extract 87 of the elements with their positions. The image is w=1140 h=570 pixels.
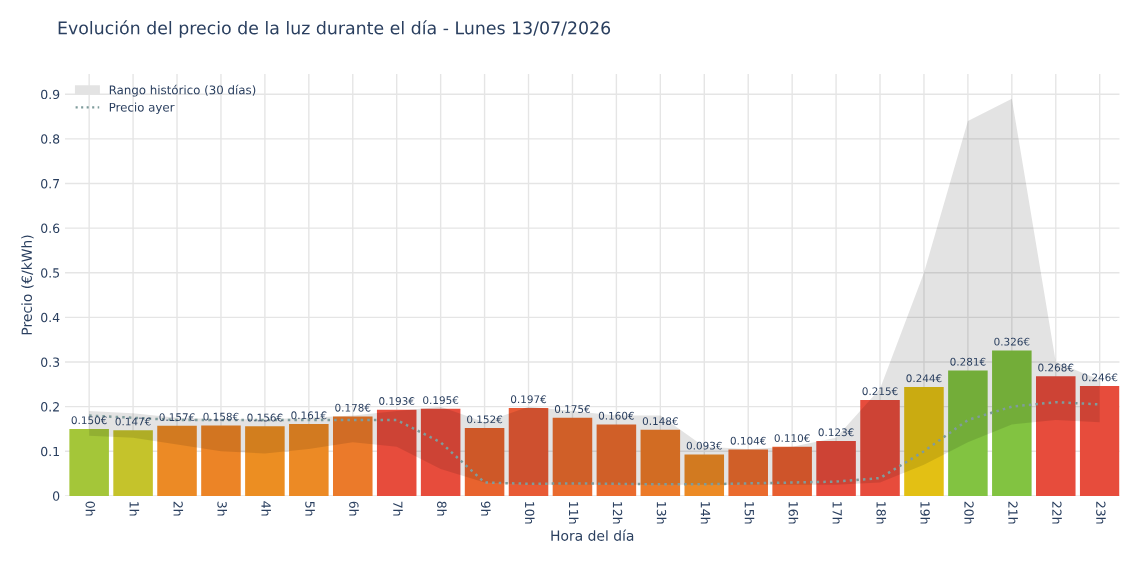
x-tick-label: 3h	[217, 501, 228, 516]
bar	[289, 424, 329, 496]
y-tick-label: 0.7	[41, 178, 60, 189]
x-tick-label: 8h	[437, 501, 447, 516]
data-label: 0.152€	[467, 415, 503, 424]
y-tick-label: 0.1	[41, 446, 59, 457]
data-label: 0.281€	[950, 357, 986, 366]
bar	[376, 409, 417, 496]
x-tick-label: 11h	[569, 502, 579, 524]
bar	[728, 449, 768, 496]
data-label: 0.147€	[115, 417, 151, 426]
x-tick-label: 13h	[656, 502, 667, 524]
x-tick-label: 10h	[524, 502, 535, 524]
x-tick-label: 6h	[349, 501, 359, 516]
y-tick-label: 0	[52, 491, 60, 501]
bar	[201, 425, 241, 496]
bar	[684, 454, 725, 496]
bar	[420, 408, 461, 496]
data-label: 0.157€	[159, 413, 195, 422]
x-tick-label: 21h	[1008, 501, 1018, 524]
y-tick-label: 0.5	[41, 268, 60, 278]
x-tick-label: 19h	[920, 502, 931, 524]
x-tick-label: 20h	[964, 501, 974, 524]
y-tick-label: 0.3	[41, 357, 60, 367]
x-tick-label: 15h	[744, 502, 755, 524]
x-axis-title: Hora del día	[551, 529, 634, 541]
bar	[992, 350, 1032, 496]
data-label: 0.148€	[642, 417, 678, 426]
x-tick-label: 5h	[305, 501, 315, 516]
data-label: 0.268€	[1038, 363, 1074, 372]
x-tick-label: 1h	[129, 502, 140, 516]
data-label: 0.161€	[291, 411, 327, 420]
data-label: 0.160€	[598, 411, 634, 420]
x-tick-label: 18h	[876, 502, 887, 524]
data-label: 0.197€	[510, 395, 547, 404]
x-tick-label: 7h	[393, 501, 403, 516]
chart-title: Evolución del precio de la luz durante el día - Lunes 13/07/2026	[58, 20, 611, 38]
data-label: 0.193€	[379, 397, 415, 405]
x-tick-label: 17h	[832, 502, 843, 524]
data-label: 0.175€	[554, 405, 590, 413]
x-tick-label: 23h	[1096, 501, 1106, 524]
x-tick-label: 4h	[261, 501, 271, 516]
data-label: 0.158€	[203, 412, 239, 421]
data-label: 0.246€	[1082, 373, 1118, 382]
bar	[245, 426, 285, 496]
data-label: 0.326€	[994, 337, 1030, 346]
y-tick-label: 0.4	[41, 312, 60, 323]
bar	[333, 416, 373, 496]
x-tick-label: 2h	[173, 501, 184, 516]
data-label: 0.178€	[335, 403, 371, 412]
x-tick-label: 12h	[612, 502, 623, 524]
data-label: 0.195€	[423, 396, 459, 405]
bar	[948, 370, 988, 496]
x-tick-label: 14h	[700, 502, 711, 524]
data-label: 0.123€	[818, 428, 854, 437]
bar	[464, 428, 505, 496]
data-label: 0.156€	[247, 413, 283, 422]
legend-label: Rango histórico (30 días)	[109, 84, 256, 97]
bar	[508, 407, 549, 496]
y-tick-label: 0.8	[41, 134, 60, 144]
x-tick-label: 22h	[1052, 501, 1062, 524]
bar	[1036, 376, 1076, 496]
y-axis-title: Precio (€/kWh)	[21, 235, 34, 335]
data-label: 0.215€	[862, 387, 898, 396]
bar	[860, 399, 900, 496]
data-label: 0.244€	[906, 374, 942, 383]
bar	[69, 428, 109, 496]
data-label: 0.093€	[686, 441, 722, 450]
data-label: 0.104€	[730, 436, 766, 445]
bar	[904, 386, 944, 496]
bar	[1079, 386, 1120, 496]
bar	[816, 441, 856, 496]
legend-label: Precio ayer	[109, 102, 175, 114]
y-tick-label: 0.2	[41, 402, 59, 412]
x-tick-label: 16h	[788, 502, 799, 524]
bar	[596, 424, 637, 496]
y-tick-label: 0.6	[41, 223, 60, 234]
bar	[552, 417, 593, 496]
bar	[640, 429, 681, 496]
x-tick-label: 9h	[480, 501, 491, 516]
bar	[157, 425, 197, 496]
x-tick-label: 0h	[85, 501, 96, 516]
data-label: 0.110€	[774, 434, 810, 443]
bar	[113, 430, 153, 496]
bar	[772, 446, 812, 496]
data-label: 0.150€	[71, 416, 107, 425]
y-tick-label: 0.9	[41, 89, 60, 100]
